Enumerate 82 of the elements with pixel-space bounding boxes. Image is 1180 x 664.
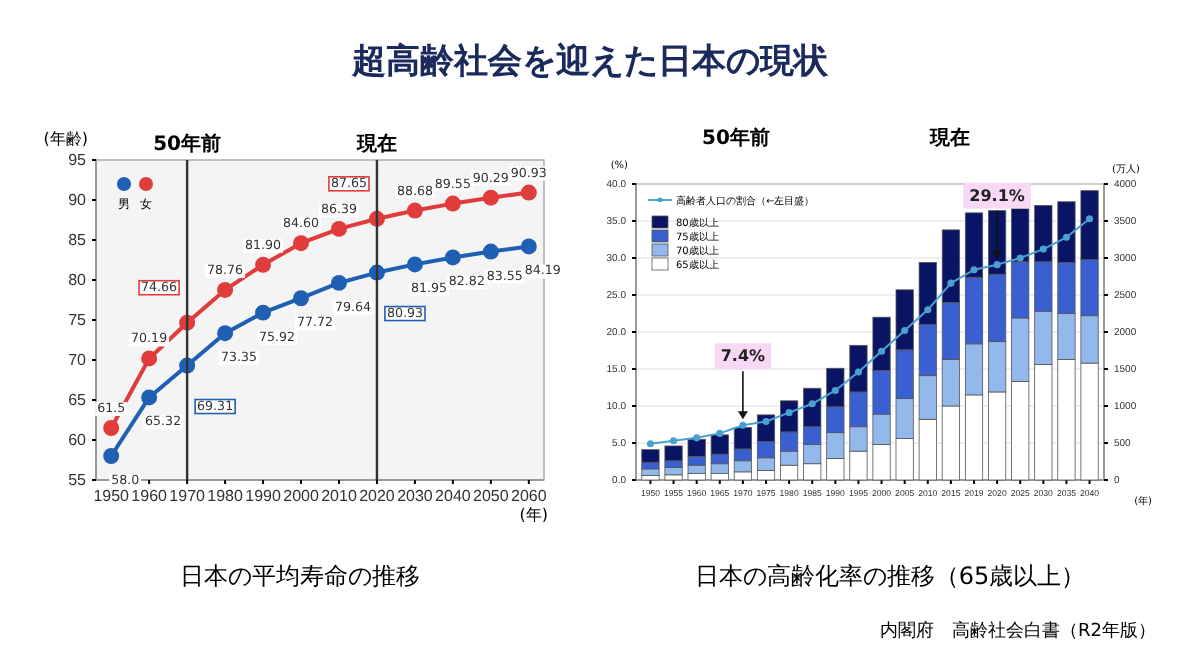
point (520, 238, 537, 255)
point (217, 281, 234, 298)
ref-line-label: 現在 (354, 132, 397, 156)
ref-line-label: 50年前 (153, 132, 222, 156)
point (993, 261, 1001, 269)
point (924, 306, 932, 314)
point (646, 440, 655, 448)
point (1039, 245, 1047, 253)
bar (664, 474, 683, 481)
point (406, 202, 423, 219)
annotation: 7.4% (720, 347, 766, 366)
x-axis-title: (年) (519, 506, 548, 524)
y-tick-label: 55 (68, 471, 88, 490)
point (482, 189, 499, 206)
point (103, 448, 120, 464)
point (444, 195, 461, 212)
y-tick-label: 85 (68, 231, 88, 250)
x-tick-label: 2010 (321, 487, 358, 506)
point (293, 290, 309, 307)
point (854, 368, 863, 376)
point (217, 325, 234, 342)
point (103, 420, 120, 436)
annotation: 29.1% (969, 186, 1025, 205)
point (831, 386, 839, 395)
point (1016, 254, 1024, 262)
text: 日本の高齢化率の推移（65歳以上） (694, 562, 1086, 590)
x-tick-label: 1980 (207, 487, 244, 506)
point (901, 326, 909, 335)
point (808, 400, 816, 408)
bar (641, 449, 660, 463)
y-tick-label: 65 (68, 391, 88, 410)
y-tick-label: 90 (68, 191, 88, 210)
point (785, 409, 793, 417)
point (1062, 233, 1071, 241)
bar (710, 472, 729, 481)
point (716, 429, 724, 437)
point (141, 350, 158, 367)
point (255, 304, 272, 321)
point (669, 437, 678, 445)
chart-title: 超高齢社会を迎えた日本の現状 (350, 42, 830, 82)
bar (687, 472, 706, 481)
y-tick-label: 60 (68, 431, 88, 450)
y-tick-label: 80 (68, 271, 88, 290)
x-tick-label: 2050 (473, 487, 510, 506)
point (141, 389, 158, 406)
point (762, 417, 770, 426)
point (947, 279, 955, 287)
point (520, 184, 537, 201)
x-tick-label: 1970 (169, 487, 207, 506)
point (293, 235, 309, 252)
point (693, 434, 701, 442)
text: 50年前 (702, 126, 770, 150)
point (1085, 215, 1094, 223)
bar (664, 467, 683, 476)
x-tick-label: 2040 (435, 487, 472, 506)
x-tick-label: 1960 (131, 487, 169, 506)
x-tick-label: 1990 (245, 487, 282, 506)
text: 内閣府 高齢社会白書（R2年版） (880, 620, 1156, 642)
y-tick-label: 70 (68, 351, 88, 370)
x-tick-label: 2000 (283, 487, 320, 506)
bar (710, 463, 729, 474)
x-tick-label: 1950 (93, 487, 131, 506)
text: 日本の平均寿命の推移 (180, 562, 420, 590)
y-tick-label: 75 (68, 311, 88, 330)
point (331, 220, 347, 237)
text: 現在 (928, 126, 970, 150)
point (482, 243, 499, 260)
point (444, 249, 461, 266)
bar (641, 475, 660, 481)
y-axis-title: (年齢) (43, 130, 88, 148)
x-tick-label: 2030 (397, 487, 434, 506)
point (331, 274, 347, 291)
bar (687, 464, 706, 474)
bar (664, 445, 683, 462)
point (970, 266, 978, 274)
y-tick-label: 95 (68, 151, 88, 170)
x-tick-label: 2060 (511, 487, 548, 506)
point (739, 421, 747, 429)
x-tick-label: 2020 (359, 487, 396, 506)
point (255, 256, 272, 273)
point (877, 347, 886, 355)
point (406, 256, 423, 273)
